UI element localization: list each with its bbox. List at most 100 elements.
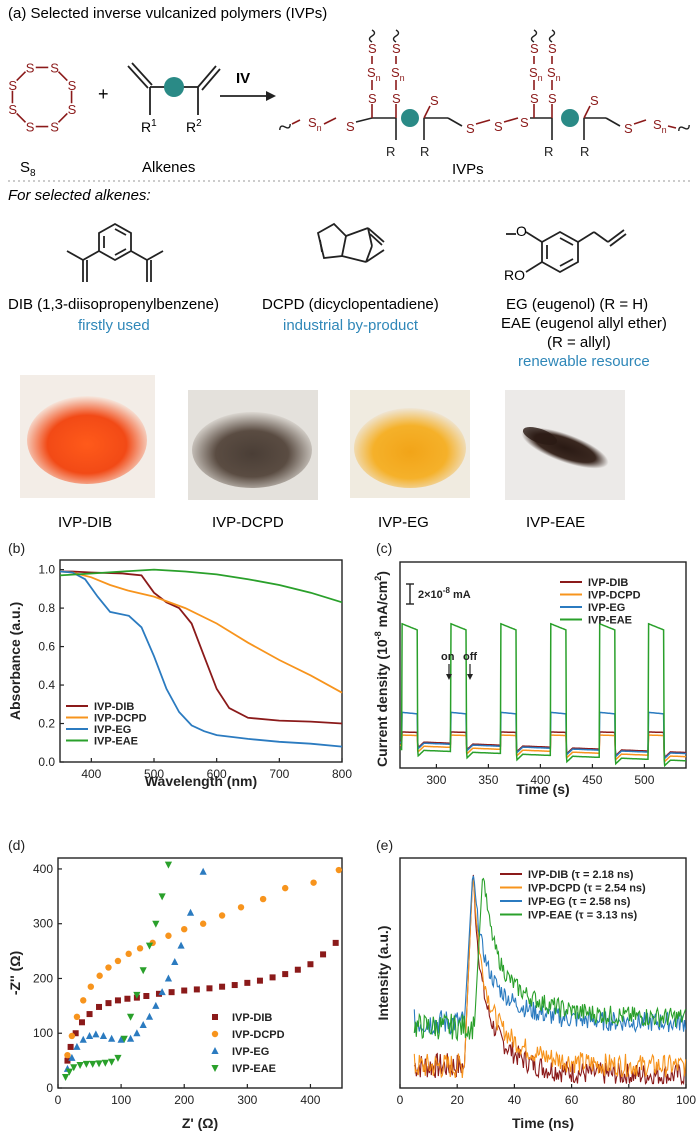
panel-a-title: (a) Selected inverse vulcanized polymers… bbox=[8, 5, 327, 22]
series-line-EAE bbox=[413, 877, 687, 1042]
marker-DCPD bbox=[282, 884, 289, 892]
marker-EG bbox=[171, 958, 179, 966]
y-tick-label: 0.2 bbox=[38, 717, 55, 731]
marker-EAE bbox=[82, 1060, 90, 1068]
y-axis-label-b: Absorbance (a.u.) bbox=[7, 602, 23, 720]
marker-EAE bbox=[152, 920, 160, 928]
marker-EG bbox=[92, 1030, 100, 1038]
chart-b-absorbance: (b) 400 500 600 700 800 0.0 0.2 0.4 0.6 0.8 1.0 IVP-… bbox=[7, 540, 352, 789]
ivp-chain-end bbox=[392, 29, 400, 43]
ivp-chain-end bbox=[678, 124, 690, 132]
marker-EAE bbox=[126, 1013, 135, 1021]
ivp-sn-atom: Sn bbox=[308, 115, 322, 133]
marker-EAE bbox=[70, 1064, 78, 1072]
legend-label: IVP-EG bbox=[588, 602, 625, 614]
marker-EAE bbox=[89, 1060, 97, 1068]
marker-DIB bbox=[181, 987, 188, 994]
marker-DIB bbox=[320, 951, 327, 958]
marker-EG bbox=[139, 1021, 147, 1029]
dib-name: DIB (1,3-diisopropenylbenzene) bbox=[8, 296, 219, 313]
annotation-on: on bbox=[441, 651, 455, 663]
eg-structure bbox=[506, 229, 627, 274]
panel-label-c: (c) bbox=[376, 540, 392, 556]
marker-DCPD bbox=[64, 1051, 71, 1059]
s8-bond bbox=[57, 71, 68, 82]
eae-r: (R = allyl) bbox=[547, 334, 611, 351]
marker-DCPD bbox=[125, 950, 132, 958]
ivp-bond bbox=[583, 105, 591, 119]
legend-label: IVP-EAE bbox=[94, 736, 138, 748]
marker-DIB bbox=[244, 979, 251, 986]
marker-DIB bbox=[114, 997, 121, 1004]
r1-label: R1 bbox=[141, 118, 157, 135]
panel-label-e: (e) bbox=[376, 837, 393, 853]
marker-DCPD bbox=[165, 932, 172, 939]
photo-ivp-dib bbox=[20, 375, 155, 498]
marker-EG bbox=[152, 1001, 160, 1009]
s8-bond bbox=[16, 112, 27, 123]
ivp-s-atom: S bbox=[466, 121, 475, 136]
legend-label: IVP-EAE bbox=[232, 1063, 276, 1075]
marker-DIB bbox=[96, 1003, 103, 1010]
series-line-DCPD bbox=[59, 570, 343, 694]
ivp-s-atom: S bbox=[624, 121, 633, 136]
ivp-s-atom: S bbox=[530, 91, 539, 106]
plus-sign: + bbox=[98, 84, 109, 104]
ivp-s-atom: S bbox=[494, 119, 503, 134]
x-tick-label: 300 bbox=[237, 1093, 257, 1107]
eae-name: EAE (eugenol allyl ether) bbox=[501, 315, 667, 332]
marker-EAE bbox=[108, 1058, 116, 1066]
ivp-bond bbox=[475, 119, 491, 125]
x-tick-label: 300 bbox=[426, 773, 446, 787]
x-axis-label-e: Time (ns) bbox=[512, 1115, 574, 1131]
marker-EAE bbox=[120, 1035, 128, 1043]
marker-DCPD bbox=[105, 964, 112, 971]
y-tick-label: 0 bbox=[46, 1081, 53, 1095]
series-line-EG bbox=[400, 711, 686, 761]
marker-EG bbox=[158, 988, 166, 996]
series-line-EAE bbox=[400, 622, 686, 768]
legend-label: IVP-DIB bbox=[232, 1012, 272, 1024]
marker-EAE bbox=[133, 991, 141, 999]
panel-label-d: (d) bbox=[8, 837, 25, 853]
marker-DIB bbox=[78, 1019, 85, 1026]
x-tick-label: 800 bbox=[332, 767, 352, 781]
ivp-s-atom: S bbox=[530, 41, 539, 56]
marker-EG bbox=[73, 1042, 81, 1050]
ivp-r2: R bbox=[580, 144, 589, 159]
legend-label: IVP-EG bbox=[232, 1046, 269, 1058]
x-tick-label: 350 bbox=[478, 773, 498, 787]
panel-label-b: (b) bbox=[8, 540, 25, 556]
eg-name: EG (eugenol) (R = H) bbox=[506, 296, 648, 313]
annotation-arrowhead bbox=[467, 674, 473, 680]
ivp-chain-end bbox=[279, 123, 291, 131]
marker-DIB bbox=[219, 983, 226, 990]
marker-DIB bbox=[86, 1011, 93, 1018]
alkene-core-dot bbox=[164, 77, 184, 97]
marker-EG bbox=[79, 1035, 87, 1043]
marker-DCPD bbox=[181, 925, 188, 933]
marker-DIB bbox=[105, 1000, 112, 1007]
marker-DCPD bbox=[199, 920, 207, 927]
x-tick-label: 100 bbox=[111, 1093, 131, 1107]
marker-EAE bbox=[139, 967, 147, 975]
ivp-s-atom: S bbox=[392, 41, 401, 56]
marker-EG bbox=[68, 1053, 76, 1061]
eg-o-label: O bbox=[516, 223, 527, 239]
marker-EG bbox=[177, 941, 185, 949]
marker-EG bbox=[85, 1031, 94, 1039]
y-tick-label: 0.4 bbox=[38, 678, 55, 692]
s8-s-atom: S bbox=[50, 60, 59, 75]
marker-DIB bbox=[193, 986, 200, 993]
marker-DCPD bbox=[237, 904, 245, 911]
x-axis-label-b: Wavelength (nm) bbox=[145, 773, 257, 789]
ivp-bond bbox=[447, 117, 463, 127]
ivp-r2: R bbox=[420, 144, 429, 159]
series-line-DCPD bbox=[413, 878, 687, 1079]
marker-EG bbox=[186, 908, 195, 916]
alkene-generic-structure bbox=[127, 62, 221, 115]
s8-s-atom: S bbox=[68, 102, 77, 117]
marker-DCPD bbox=[80, 997, 87, 1004]
x-tick-label: 200 bbox=[174, 1093, 194, 1107]
